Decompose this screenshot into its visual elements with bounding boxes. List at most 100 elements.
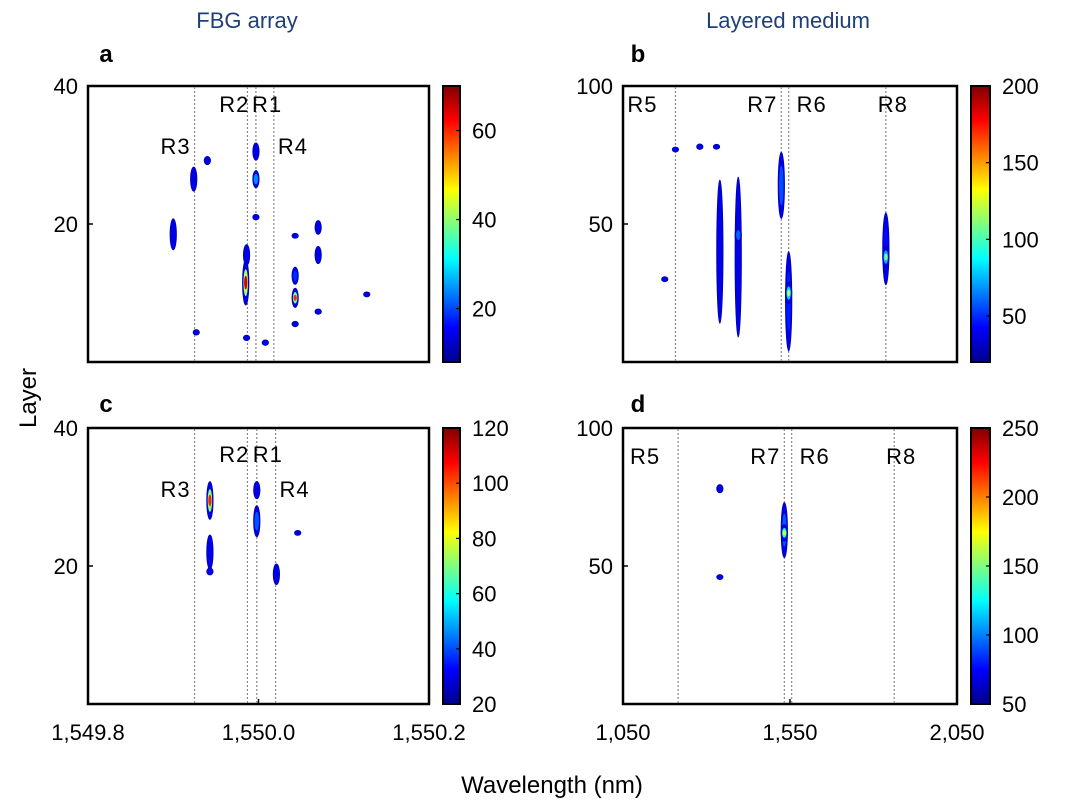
reference-label-r4: R4: [280, 477, 310, 502]
data-blob: [671, 146, 680, 153]
plot-area: [86, 84, 431, 364]
data-blob: [291, 287, 299, 308]
data-blob: [242, 334, 251, 342]
y-tick-label: 40: [54, 416, 78, 441]
colorbar-tick-label: 20: [472, 692, 496, 717]
colorbar-tick-label: 120: [472, 416, 509, 441]
y-tick-label: 20: [54, 554, 78, 579]
data-blob: [734, 176, 742, 338]
colorbar-tick-label: 250: [1002, 416, 1039, 441]
reference-label-r2: R2: [219, 442, 249, 467]
panel-a: a R3 R2 R1 R4 20 40 20 40 60: [54, 41, 496, 364]
data-blob: [253, 481, 261, 500]
colorbar-tick-label: 60: [472, 119, 496, 144]
reference-label-r1: R1: [253, 442, 283, 467]
data-blob: [291, 320, 299, 328]
colorbar-tick-label: 150: [1002, 554, 1039, 579]
data-blob: [777, 151, 785, 219]
colorbar-tick-label: 80: [472, 526, 496, 551]
colorbar: [442, 85, 461, 363]
x-tick-label: 2,050: [929, 720, 984, 745]
panel-letter: d: [631, 391, 646, 418]
x-tick-label: 1,550.0: [222, 720, 295, 745]
colorbar-tick-label: 100: [1002, 623, 1039, 648]
data-blob: [716, 484, 724, 494]
colorbar: [970, 85, 991, 363]
column-title-fbg: FBG array: [196, 8, 297, 33]
colorbar-tick-label: 20: [472, 297, 496, 322]
data-blob: [882, 245, 890, 269]
data-blob: [294, 529, 302, 536]
reference-label-r8: R8: [878, 92, 908, 117]
data-blob: [291, 266, 299, 285]
colorbar: [442, 427, 461, 705]
data-blob: [780, 524, 788, 542]
data-blob: [261, 339, 269, 346]
data-blob: [291, 232, 299, 239]
x-axis-title: Wavelength (nm): [461, 772, 643, 799]
y-axis-title: Layer: [15, 368, 42, 428]
data-blob: [712, 143, 721, 150]
data-blob: [716, 179, 724, 324]
reference-label-r7: R7: [747, 92, 777, 117]
reference-label-r5: R5: [627, 92, 657, 117]
data-blob: [252, 170, 260, 189]
panel-b: b R5 R7 R6 R8 50 100 50 100 150 200: [576, 41, 1039, 364]
reference-label-r7: R7: [750, 444, 780, 469]
panel-letter: b: [631, 41, 646, 68]
data-blob: [314, 308, 322, 315]
colorbar-tick-label: 60: [472, 582, 496, 607]
data-blob: [252, 213, 260, 221]
x-tick-label: 1,550: [762, 720, 817, 745]
reference-label-r6: R6: [797, 92, 827, 117]
data-blob: [314, 246, 322, 265]
data-blob: [253, 505, 261, 538]
y-tick-label: 40: [54, 74, 78, 99]
y-tick-label: 100: [576, 416, 613, 441]
colorbar-tick-label: 50: [1002, 692, 1026, 717]
panel-letter: c: [99, 391, 112, 418]
panel-c: c R3 R2 R1 R4 20 40 1,549.8 1,550.0 1,550.2 20 40 60…: [51, 391, 508, 745]
reference-label-r5: R5: [630, 444, 660, 469]
data-blob: [734, 226, 742, 244]
panel-d: d R5 R7 R6 R8 50 100 1,050 1,550 2,050 50 100 150 200…: [576, 391, 1038, 745]
data-blob: [272, 563, 281, 586]
data-blob: [190, 166, 198, 192]
reference-label-r8: R8: [886, 444, 916, 469]
plot-area: [86, 426, 431, 706]
y-tick-label: 20: [54, 212, 78, 237]
colorbar-tick-label: 50: [1002, 304, 1026, 329]
column-title-layered: Layered medium: [706, 8, 870, 33]
data-blob: [785, 281, 793, 305]
reference-label-r3: R3: [160, 134, 190, 159]
data-blob: [716, 574, 724, 580]
x-tick-label: 1,050: [595, 720, 650, 745]
panel-letter: a: [99, 41, 113, 68]
colorbar-tick-label: 100: [1002, 227, 1039, 252]
data-blob: [242, 244, 251, 266]
plot-area: [621, 426, 959, 706]
reference-label-r1: R1: [252, 92, 282, 117]
data-blob: [192, 329, 200, 336]
colorbar-tick-label: 150: [1002, 151, 1039, 176]
colorbar-tick-label: 200: [1002, 485, 1039, 510]
x-tick-label: 1,549.8: [51, 720, 124, 745]
x-tick-label: 1,550.2: [392, 720, 465, 745]
colorbar-tick-label: 100: [472, 471, 509, 496]
reference-label-r6: R6: [800, 444, 830, 469]
y-tick-label: 50: [589, 554, 613, 579]
reference-label-r2: R2: [219, 92, 249, 117]
data-blob: [661, 276, 669, 283]
y-tick-label: 50: [589, 212, 613, 237]
data-blob: [203, 155, 211, 166]
colorbar-tick-label: 40: [472, 637, 496, 662]
colorbar-tick-label: 40: [472, 208, 496, 233]
reference-label-r4: R4: [278, 134, 308, 159]
colorbar-tick-label: 200: [1002, 74, 1039, 99]
reference-label-r3: R3: [160, 477, 190, 502]
data-blob: [314, 220, 322, 235]
y-tick-label: 100: [576, 74, 613, 99]
data-blob: [242, 259, 250, 306]
data-blob: [206, 567, 214, 576]
